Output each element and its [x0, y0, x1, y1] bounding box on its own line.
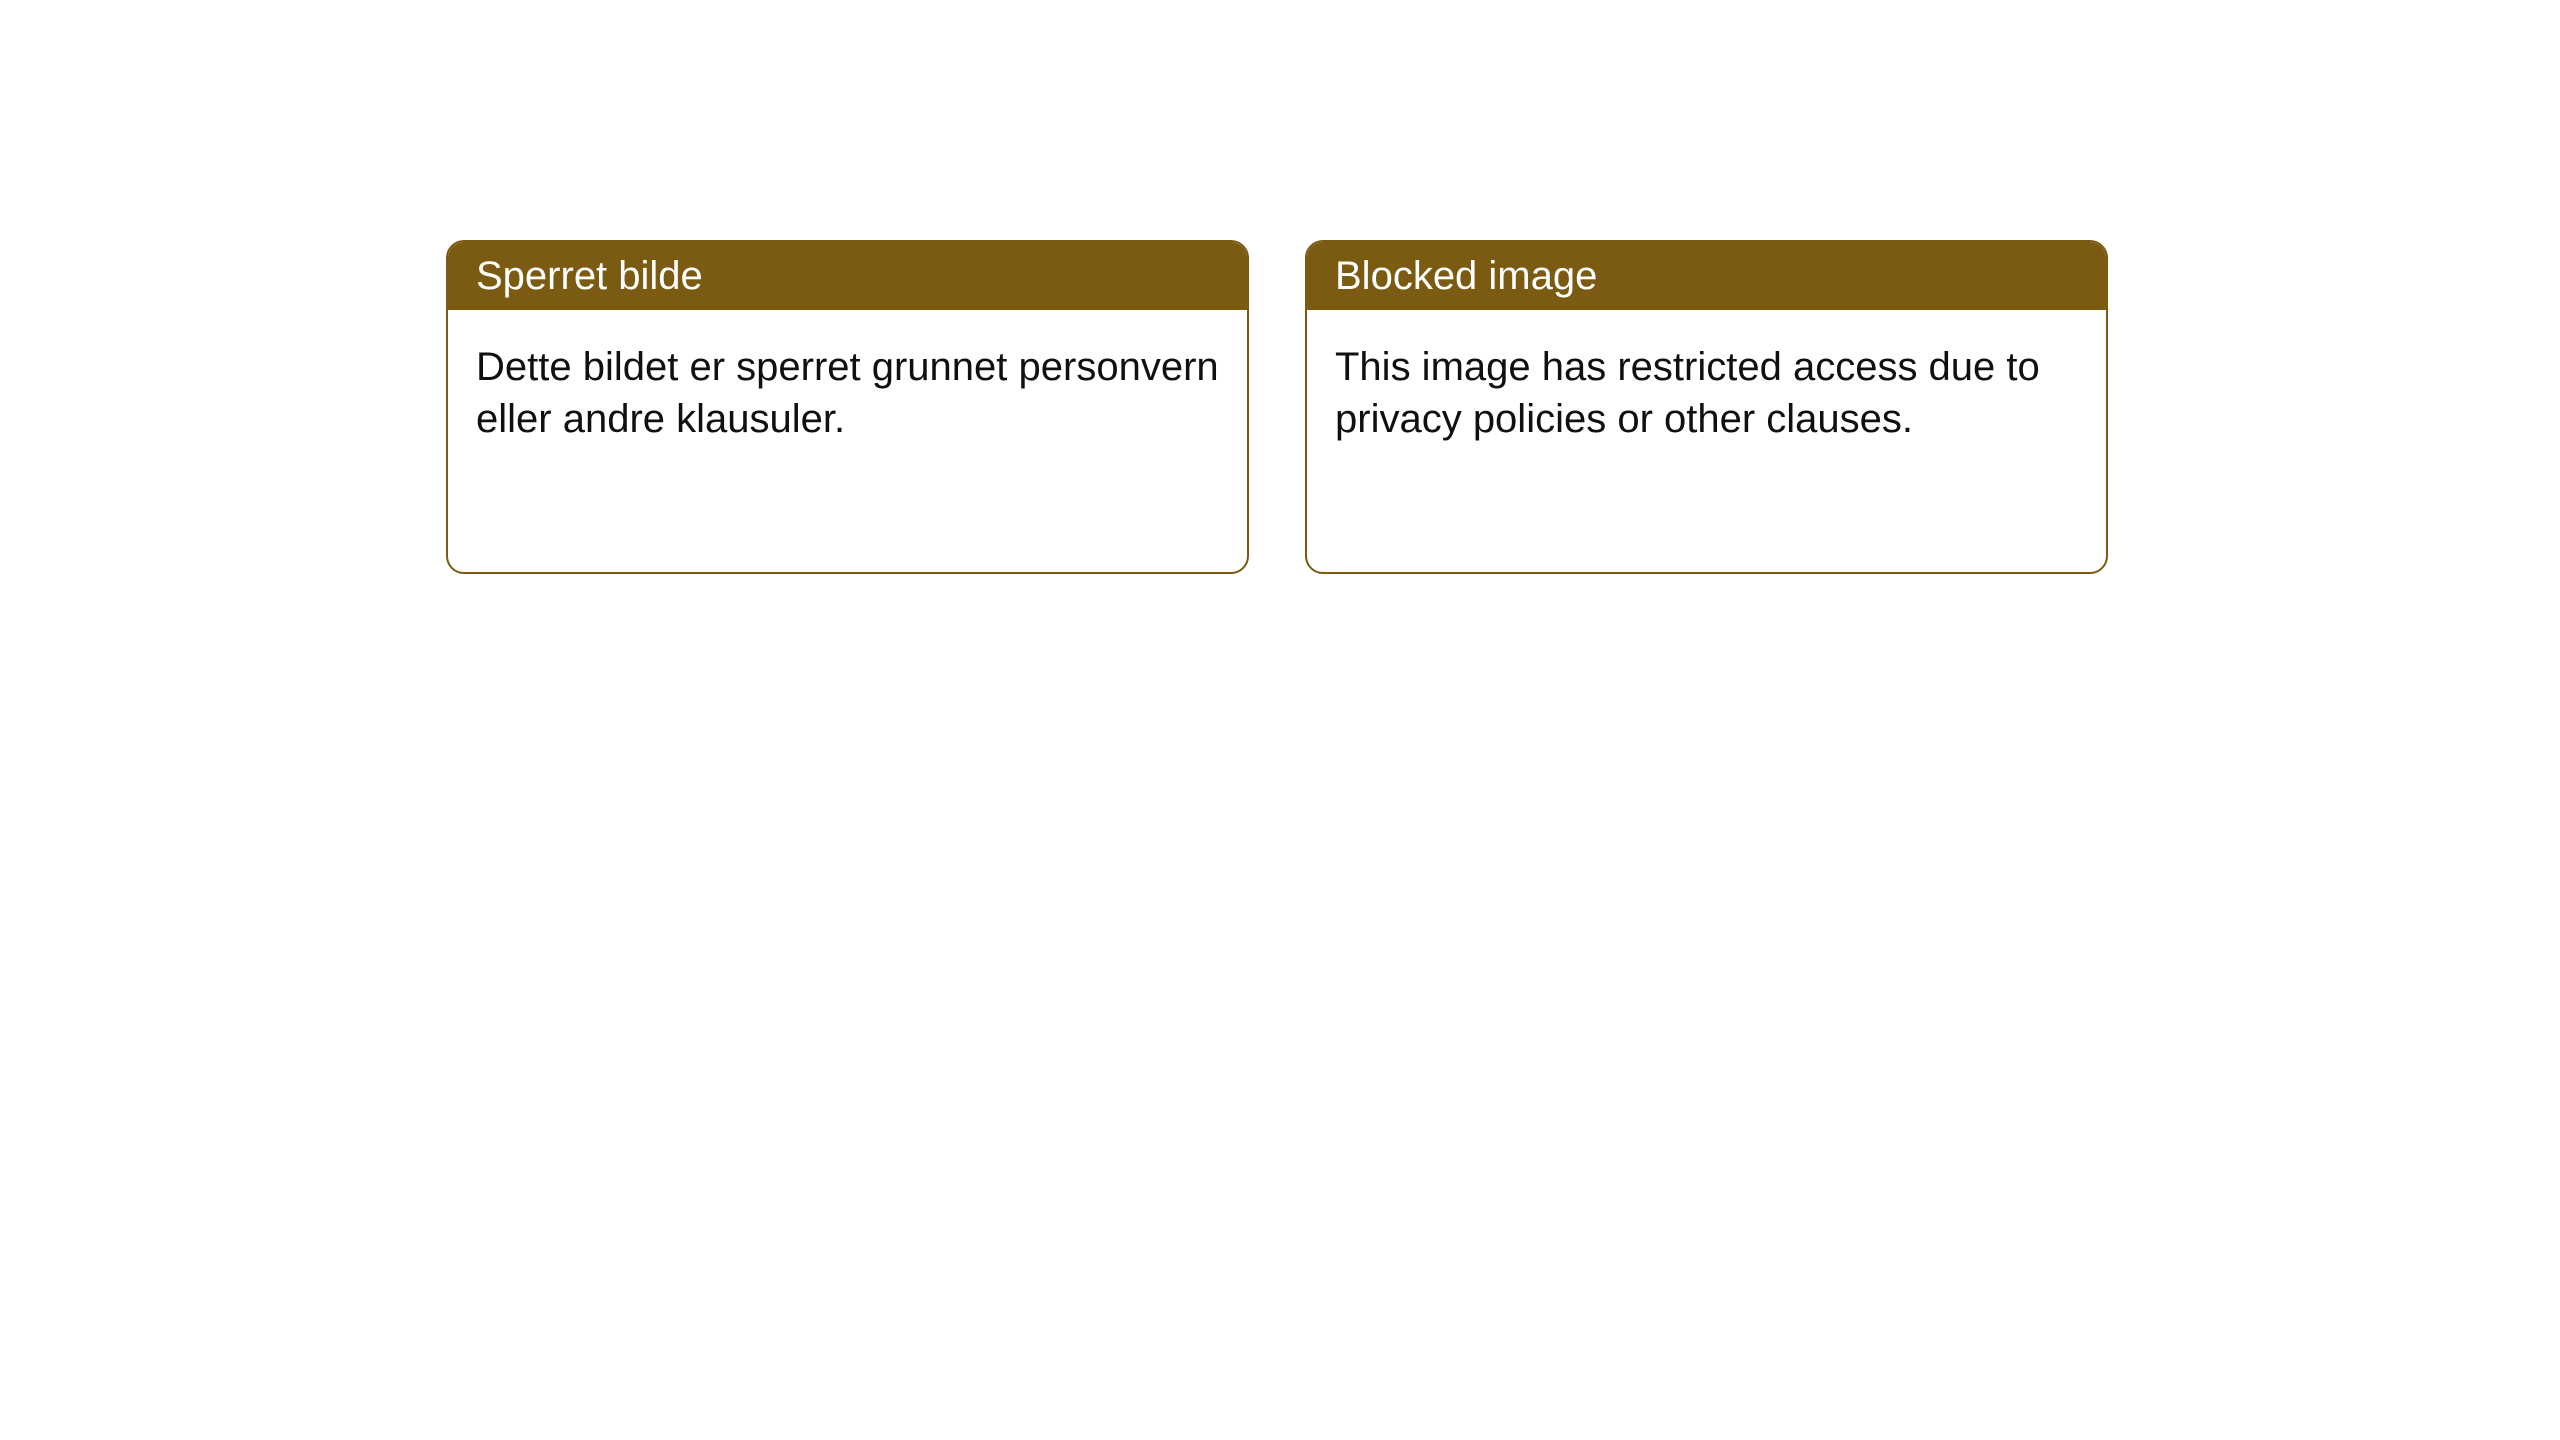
card-body: Dette bildet er sperret grunnet personve…	[448, 310, 1247, 477]
card-header: Sperret bilde	[448, 242, 1247, 310]
notice-container: Sperret bilde Dette bildet er sperret gr…	[0, 0, 2560, 574]
card-body: This image has restricted access due to …	[1307, 310, 2106, 477]
card-title: Blocked image	[1335, 254, 1597, 298]
card-title: Sperret bilde	[476, 254, 703, 298]
card-body-text: This image has restricted access due to …	[1335, 345, 2040, 441]
card-header: Blocked image	[1307, 242, 2106, 310]
notice-card-english: Blocked image This image has restricted …	[1305, 240, 2108, 574]
notice-card-norwegian: Sperret bilde Dette bildet er sperret gr…	[446, 240, 1249, 574]
card-body-text: Dette bildet er sperret grunnet personve…	[476, 345, 1219, 441]
